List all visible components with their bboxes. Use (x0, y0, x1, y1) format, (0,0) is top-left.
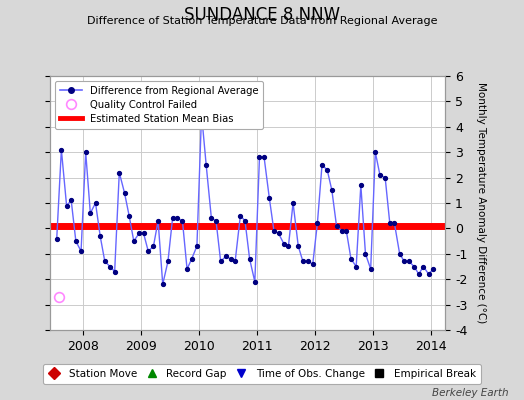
Text: Difference of Station Temperature Data from Regional Average: Difference of Station Temperature Data f… (87, 16, 437, 26)
Y-axis label: Monthly Temperature Anomaly Difference (°C): Monthly Temperature Anomaly Difference (… (476, 82, 486, 324)
Text: SUNDANCE 8 NNW: SUNDANCE 8 NNW (184, 6, 340, 24)
Text: Berkeley Earth: Berkeley Earth (432, 388, 508, 398)
Legend: Station Move, Record Gap, Time of Obs. Change, Empirical Break: Station Move, Record Gap, Time of Obs. C… (43, 364, 481, 384)
Legend: Difference from Regional Average, Quality Control Failed, Estimated Station Mean: Difference from Regional Average, Qualit… (55, 81, 264, 129)
